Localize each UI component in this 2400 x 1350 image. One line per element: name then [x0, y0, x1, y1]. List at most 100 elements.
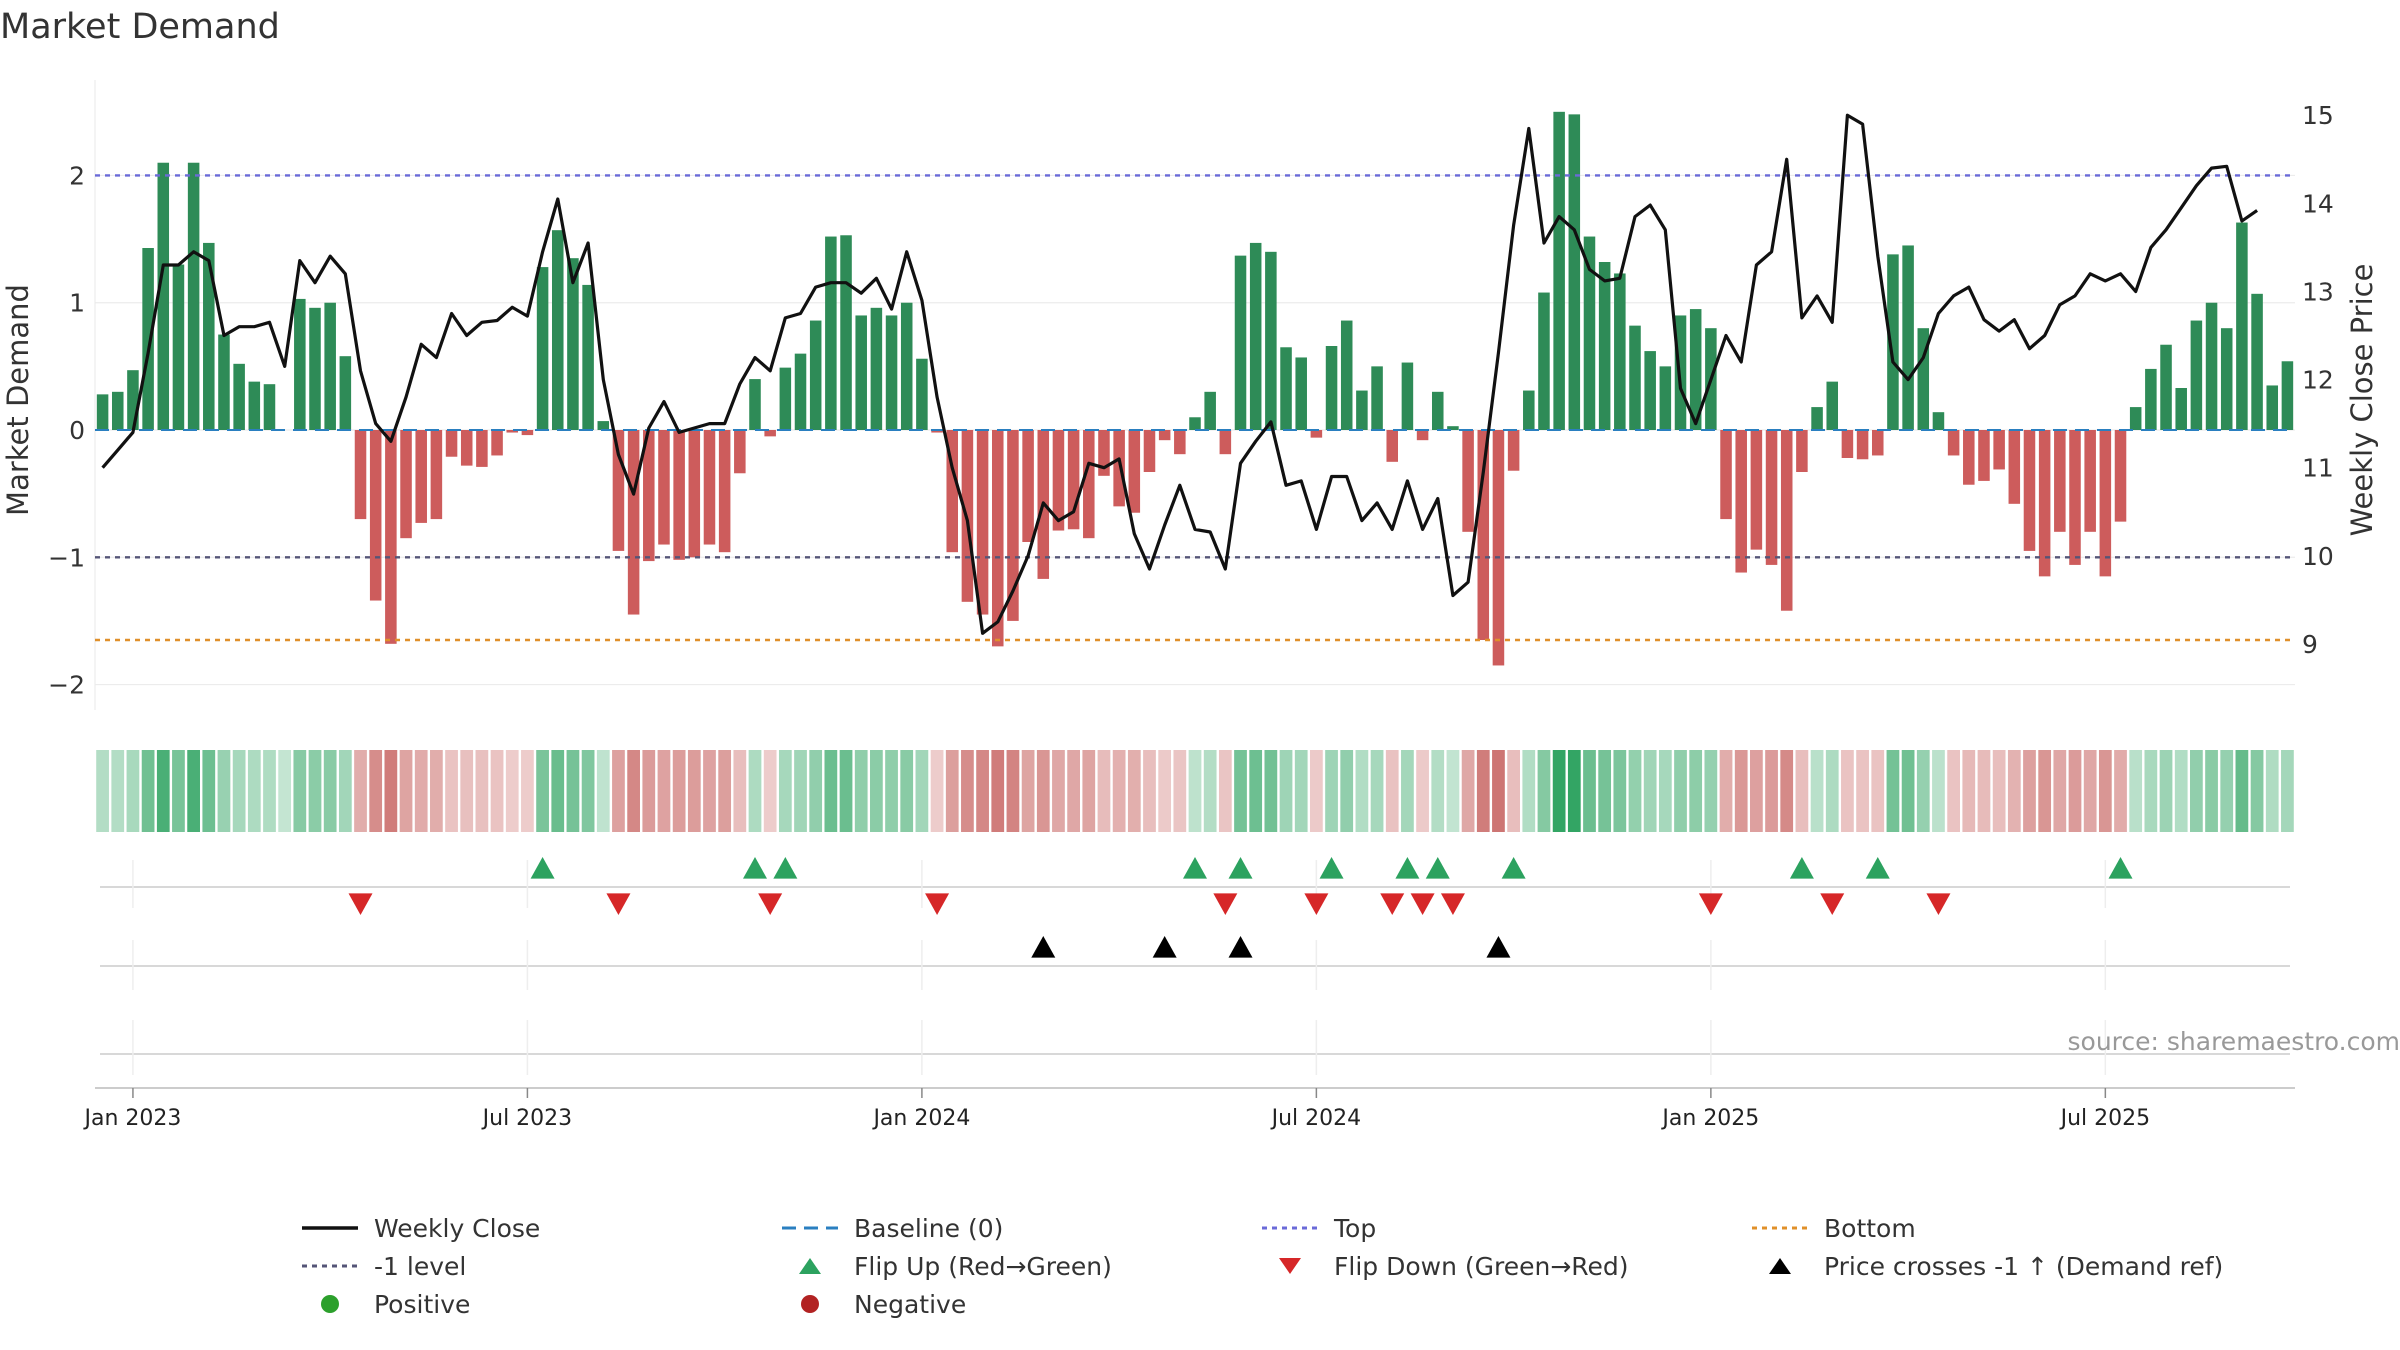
demand-strip-cell — [733, 750, 747, 832]
demand-strip-cell — [930, 750, 944, 832]
demand-bar — [1431, 391, 1444, 430]
demand-strip-cell — [2038, 750, 2052, 832]
demand-strip-cell — [1901, 750, 1915, 832]
demand-strip-cell — [763, 750, 777, 832]
demand-strip-cell — [96, 750, 109, 832]
legend-item-price-crosses: Price crosses -1 ↑ (Demand ref) — [1750, 1248, 2223, 1284]
legend-item-top: Top — [1260, 1210, 1376, 1246]
demand-bar — [1219, 430, 1232, 455]
y-tick-label: 2 — [69, 161, 85, 190]
legend-item-positive: Positive — [300, 1286, 470, 1322]
demand-strip-cell — [1886, 750, 1900, 832]
demand-bar — [551, 230, 564, 430]
demand-bar — [916, 358, 928, 430]
demand-bar — [521, 430, 534, 436]
demand-strip-cell — [263, 750, 276, 832]
flip-up-marker — [1395, 857, 1420, 879]
demand-strip-cell — [187, 750, 200, 832]
demand-bar — [1902, 245, 1914, 430]
demand-bar — [2205, 302, 2218, 430]
demand-strip-cell — [854, 750, 868, 832]
demand-bar — [491, 430, 503, 456]
demand-strip-cell — [1294, 750, 1308, 832]
demand-strip-cell — [1492, 750, 1505, 832]
demand-bar — [111, 391, 124, 430]
demand-bar — [2099, 430, 2112, 577]
demand-strip-cell — [1097, 750, 1111, 832]
demand-bar — [415, 430, 427, 523]
flip-up-marker — [1183, 857, 1207, 879]
demand-strip-cell — [945, 750, 959, 832]
demand-bar — [1978, 430, 1990, 481]
demand-bar — [734, 430, 746, 474]
demand-strip-cell — [2007, 750, 2021, 832]
demand-strip-cell — [1279, 750, 1293, 832]
demand-bar — [946, 430, 959, 553]
demand-strip-cell — [126, 750, 140, 832]
demand-bar — [1750, 430, 1763, 550]
demand-strip-cell — [445, 750, 458, 832]
demand-bar — [991, 430, 1004, 647]
demand-bar — [2114, 430, 2127, 522]
flip-up-marker — [1865, 857, 1890, 879]
demand-bar — [1477, 430, 1490, 640]
demand-strip-cell — [596, 750, 610, 832]
legend-item-weekly-close: Weekly Close — [300, 1210, 540, 1246]
demand-bar — [400, 430, 412, 539]
demand-strip-cell — [1871, 750, 1885, 832]
demand-strip-cell — [1856, 750, 1869, 832]
demand-bar — [2129, 407, 2142, 430]
demand-strip-cell — [1067, 750, 1080, 832]
demand-bar — [1128, 430, 1141, 513]
y2-tick-label: 13 — [2302, 277, 2334, 306]
source-label: source: sharemaestro.com — [2068, 1027, 2400, 1056]
demand-bar — [794, 353, 807, 430]
y-tick-label: −2 — [48, 671, 85, 700]
demand-bar — [96, 394, 109, 430]
demand-strip-cell — [2190, 750, 2203, 832]
chart-title: Market Demand — [0, 7, 280, 47]
demand-bar — [870, 307, 883, 430]
demand-strip-cell — [1628, 750, 1642, 832]
demand-bar — [1932, 412, 1945, 430]
triangle-up-icon — [1769, 1258, 1791, 1274]
demand-bar — [1629, 325, 1641, 430]
legend-item-flip-up: Flip Up (Red→Green) — [780, 1248, 1112, 1284]
demand-bar — [1963, 430, 1975, 485]
demand-bar — [1856, 430, 1869, 460]
demand-strip-cell — [991, 750, 1005, 832]
legend-label: Weekly Close — [374, 1213, 541, 1243]
legend-item-negative: Negative — [780, 1286, 966, 1322]
demand-strip-cell — [1598, 750, 1612, 832]
demand-strip-cell — [1416, 750, 1429, 832]
demand-bar — [673, 430, 685, 560]
demand-bar — [1325, 346, 1338, 430]
legend-item-flip-down: Flip Down (Green→Red) — [1260, 1248, 1629, 1284]
demand-bar — [309, 307, 321, 430]
demand-bar — [1811, 407, 1823, 430]
demand-strip-cell — [202, 750, 216, 832]
legend-label: -1 level — [374, 1251, 467, 1281]
legend-label: Price crosses -1 ↑ (Demand ref) — [1824, 1251, 2224, 1281]
demand-bar — [218, 334, 230, 430]
demand-strip-cell — [2144, 750, 2158, 832]
demand-strip-cell — [2174, 750, 2188, 832]
demand-bar — [1659, 366, 1672, 430]
demand-strip-cell — [1234, 750, 1247, 832]
weekly-close-line — [101, 113, 2259, 635]
demand-bar — [643, 430, 655, 562]
flip-up-marker — [1319, 857, 1344, 879]
x-tick-label: Jul 2025 — [2059, 1106, 2151, 1131]
demand-strip-cell — [1310, 750, 1323, 832]
demand-strip-cell — [278, 750, 292, 832]
demand-bar — [460, 430, 473, 466]
demand-bar — [1598, 262, 1611, 430]
demand-strip-cell — [1780, 750, 1794, 832]
demand-strip-cell — [870, 750, 883, 832]
demand-strip-cell — [915, 750, 929, 832]
flip-down-marker — [1380, 893, 1405, 915]
demand-strip-cell — [521, 750, 534, 832]
demand-bar — [2281, 361, 2294, 430]
demand-bar — [430, 430, 443, 520]
demand-strip-cell — [2281, 750, 2294, 832]
